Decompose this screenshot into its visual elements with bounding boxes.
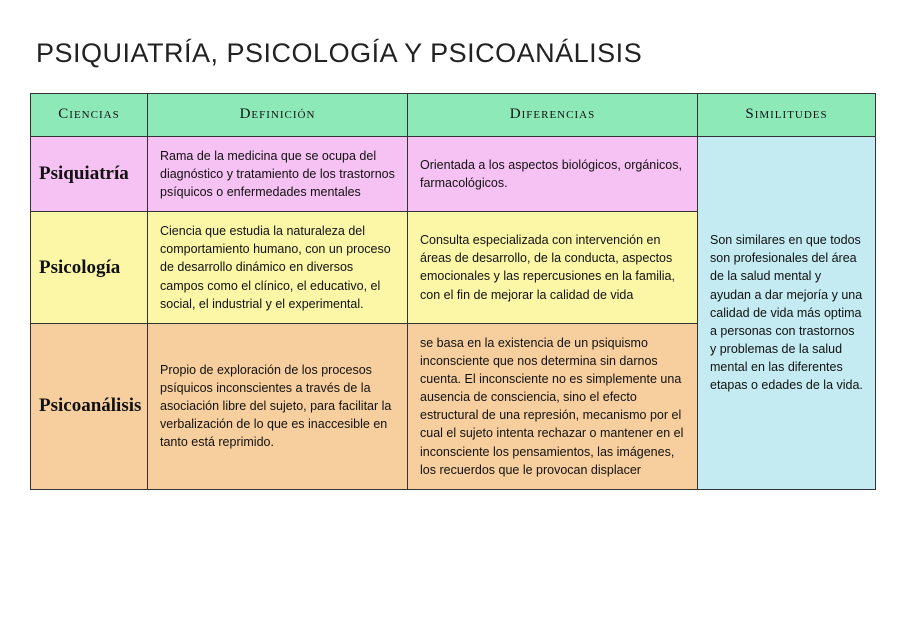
header-definicion: Definición [148, 94, 408, 137]
dif-psiquiatria: Orientada a los aspectos biológicos, org… [408, 136, 698, 211]
rowname-psicologia: Psicología [31, 212, 148, 324]
rowname-psiquiatria: Psiquiatría [31, 136, 148, 211]
header-diferencias: Diferencias [408, 94, 698, 137]
similitudes-cell: Son similares en que todos son profesion… [698, 136, 876, 489]
header-row: Ciencias Definición Diferencias Similitu… [31, 94, 876, 137]
row-psiquiatria: Psiquiatría Rama de la medicina que se o… [31, 136, 876, 211]
dif-psicologia: Consulta especializada con intervención … [408, 212, 698, 324]
def-psiquiatria: Rama de la medicina que se ocupa del dia… [148, 136, 408, 211]
def-psicologia: Ciencia que estudia la naturaleza del co… [148, 212, 408, 324]
comparison-table: Ciencias Definición Diferencias Similitu… [30, 93, 876, 490]
header-similitudes: Similitudes [698, 94, 876, 137]
dif-psicoanalisis: se basa en la existencia de un psiquismo… [408, 323, 698, 489]
rowname-psicoanalisis: Psicoanálisis [31, 323, 148, 489]
page-title: PSIQUIATRÍA, PSICOLOGÍA Y PSICOANÁLISIS [36, 38, 875, 69]
header-ciencias: Ciencias [31, 94, 148, 137]
def-psicoanalisis: Propio de exploración de los procesos ps… [148, 323, 408, 489]
